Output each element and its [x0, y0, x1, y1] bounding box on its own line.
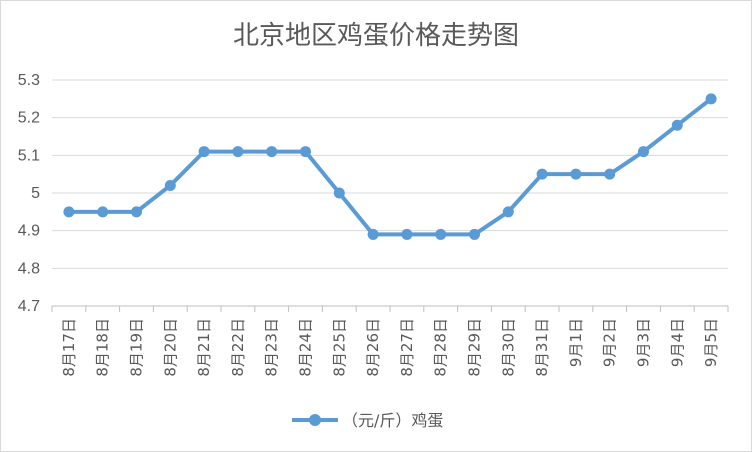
- x-tick-label: 8月22日: [229, 318, 247, 377]
- y-tick-label: 5.2: [18, 110, 40, 127]
- y-tick-label: 4.9: [18, 223, 40, 240]
- data-point: [469, 228, 480, 240]
- data-point: [198, 146, 210, 158]
- x-tick-label: 8月17日: [60, 318, 78, 377]
- gridlines: [51, 79, 729, 312]
- x-tick-label: 8月29日: [466, 318, 484, 377]
- y-axis-ticks: 4.7 4.8 4.9 5 5.1 5.2 5.3: [18, 72, 40, 315]
- x-axis-ticks: 8月17日 8月18日 8月19日 8月20日 8月21日 8月22日 8月23日 8月24日…: [60, 318, 720, 377]
- x-tick-label: 9月4日: [668, 318, 686, 367]
- x-tick-label: 9月1日: [567, 318, 585, 367]
- x-tick-label: 9月5日: [702, 318, 720, 367]
- data-point: [63, 206, 75, 218]
- data-point: [638, 146, 649, 158]
- y-tick-label: 5.3: [18, 72, 40, 89]
- chart-title: 北京地区鸡蛋价格走势图: [233, 21, 519, 51]
- x-tick-label: 8月19日: [128, 318, 146, 377]
- x-tick-label: 8月20日: [161, 318, 179, 377]
- x-tick-label: 8月25日: [330, 318, 348, 377]
- x-tick-label: 9月3日: [635, 318, 653, 367]
- data-point: [333, 187, 345, 199]
- x-tick-label: 8月21日: [195, 318, 213, 377]
- data-point: [232, 146, 244, 158]
- data-point: [401, 228, 413, 240]
- y-tick-label: 4.8: [18, 260, 40, 277]
- x-tick-label: 8月28日: [432, 318, 450, 377]
- x-tick-label: 8月31日: [533, 318, 551, 377]
- y-tick-label: 5.1: [18, 147, 40, 164]
- x-tick-label: 8月26日: [364, 318, 382, 377]
- legend: （元/斤）鸡蛋: [292, 411, 443, 430]
- y-tick-label: 4.7: [18, 298, 40, 315]
- data-point: [570, 168, 582, 180]
- series-line: [66, 96, 714, 237]
- x-tick-label: 8月23日: [263, 318, 281, 377]
- data-point: [435, 228, 447, 240]
- y-tick-label: 5: [31, 185, 40, 202]
- x-tick-label: 8月18日: [94, 318, 112, 377]
- series-layer: [63, 93, 717, 240]
- x-tick-label: 8月30日: [499, 318, 517, 377]
- x-tick-label: 8月24日: [297, 318, 315, 377]
- x-tick-label: 8月27日: [398, 318, 416, 377]
- data-point: [164, 179, 176, 191]
- legend-label: （元/斤）鸡蛋: [342, 411, 443, 430]
- data-point: [266, 146, 278, 158]
- data-point: [604, 168, 616, 180]
- x-tick-label: 9月2日: [601, 318, 619, 367]
- legend-swatch-marker: [309, 414, 321, 426]
- data-point: [536, 168, 548, 180]
- data-point: [300, 146, 311, 158]
- data-point: [705, 93, 717, 105]
- data-point: [367, 228, 379, 240]
- data-point: [502, 206, 514, 218]
- data-point: [97, 206, 109, 218]
- data-point: [131, 206, 142, 218]
- data-point: [671, 119, 683, 131]
